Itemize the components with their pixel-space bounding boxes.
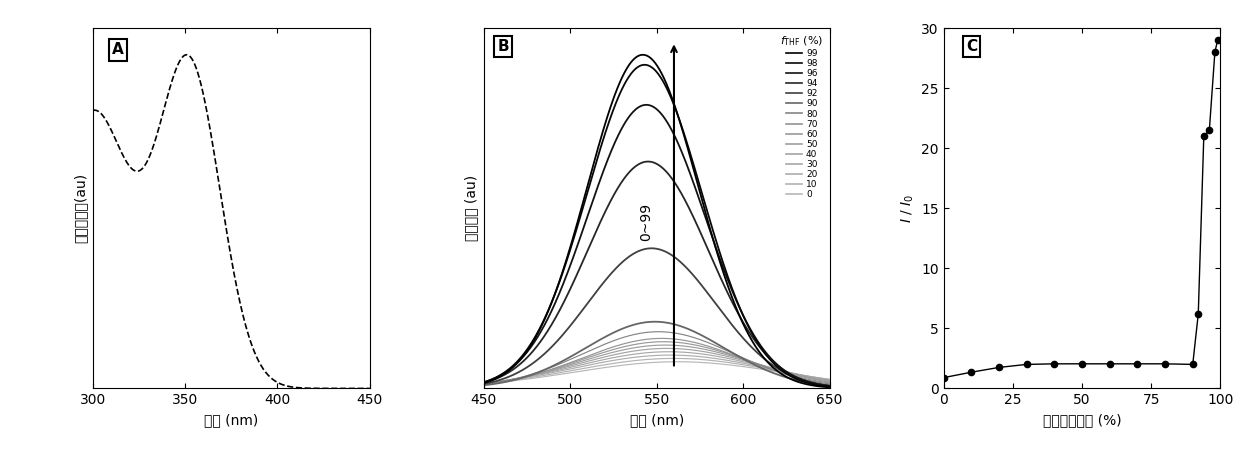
Text: 0~99: 0~99 <box>639 203 653 241</box>
Text: C: C <box>965 39 976 54</box>
Legend: 99, 98, 96, 94, 92, 90, 80, 70, 60, 50, 40, 30, 20, 10, 0: 99, 98, 96, 94, 92, 90, 80, 70, 60, 50, … <box>778 33 825 201</box>
Y-axis label: 荧光强度 (au): 荧光强度 (au) <box>465 175 478 241</box>
Y-axis label: $I$ / $I_0$: $I$ / $I_0$ <box>900 194 916 223</box>
X-axis label: 四氢吶喂含量 (%): 四氢吶喂含量 (%) <box>1043 413 1121 427</box>
Y-axis label: 归一化吸收(au): 归一化吸收(au) <box>73 173 88 243</box>
Text: A: A <box>113 43 124 58</box>
X-axis label: 波长 (nm): 波长 (nm) <box>629 413 684 427</box>
Text: B: B <box>498 39 509 54</box>
X-axis label: 波长 (nm): 波长 (nm) <box>204 413 259 427</box>
